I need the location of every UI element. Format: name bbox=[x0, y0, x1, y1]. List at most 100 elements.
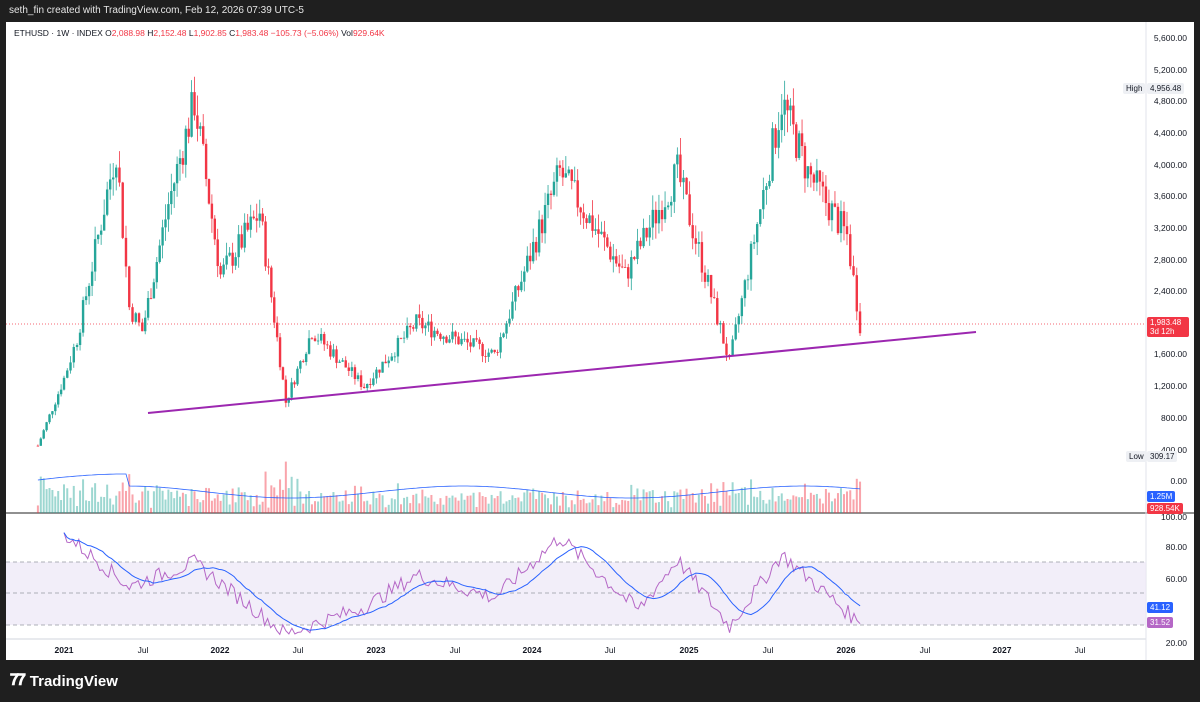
volume-bar bbox=[573, 504, 576, 513]
price-tick: 3,600.00 bbox=[1154, 191, 1187, 201]
candle-body bbox=[84, 296, 88, 301]
candle-body bbox=[755, 224, 759, 243]
candle-body bbox=[836, 206, 840, 234]
candle-body bbox=[540, 219, 544, 234]
support-trendline[interactable] bbox=[147, 331, 977, 414]
candle-body bbox=[81, 300, 85, 333]
candle-body bbox=[51, 411, 54, 415]
volume-bar bbox=[152, 491, 155, 513]
price-chart-svg[interactable]: 5,600.00 5,200.00 4,800.00 4,400.00 4,00… bbox=[6, 22, 1194, 660]
candle-body bbox=[765, 186, 768, 191]
volume-bar bbox=[558, 505, 561, 513]
volume-bar bbox=[255, 494, 258, 513]
volume-bar bbox=[97, 501, 100, 513]
candle-body bbox=[421, 317, 424, 329]
candle-body bbox=[344, 360, 347, 368]
volume-bar bbox=[759, 490, 762, 513]
candle-body bbox=[270, 267, 273, 298]
volume-bar bbox=[517, 497, 520, 513]
candle-body bbox=[275, 322, 279, 338]
volume-bar bbox=[618, 504, 621, 513]
candle-body bbox=[532, 241, 535, 262]
candle-body bbox=[749, 243, 753, 280]
bar-countdown: 3d 12h bbox=[1150, 327, 1175, 336]
volume-bar bbox=[360, 486, 363, 513]
volume-bar bbox=[538, 491, 541, 513]
volume-bar bbox=[445, 495, 448, 513]
volume-bar bbox=[424, 496, 427, 513]
volume-bar bbox=[676, 492, 679, 513]
candle-body bbox=[552, 181, 556, 195]
volume-bar bbox=[100, 496, 103, 513]
volume-bar bbox=[457, 500, 460, 513]
candle-body bbox=[685, 177, 688, 195]
volume-bar bbox=[290, 476, 293, 513]
candle-body bbox=[703, 272, 707, 282]
candle-body bbox=[59, 389, 63, 395]
volume-bar bbox=[187, 506, 190, 513]
volume-bar bbox=[118, 491, 121, 513]
volume-bar bbox=[270, 485, 273, 513]
candle-body bbox=[457, 336, 460, 345]
candle-body bbox=[472, 338, 475, 347]
volume-bar bbox=[341, 500, 344, 513]
candle-body bbox=[341, 360, 344, 362]
chart-area[interactable]: 5,600.00 5,200.00 4,800.00 4,400.00 4,00… bbox=[6, 22, 1194, 660]
volume-bar bbox=[792, 495, 795, 513]
volume-bar bbox=[69, 497, 72, 513]
volume-bar bbox=[305, 494, 308, 513]
candle-body bbox=[415, 314, 418, 329]
volume-bar bbox=[651, 490, 654, 513]
candle-body bbox=[105, 189, 109, 215]
candle-body bbox=[688, 194, 691, 226]
volume-bar bbox=[403, 497, 406, 513]
candle-body bbox=[313, 338, 317, 341]
volume-bar bbox=[526, 490, 529, 513]
candle-body bbox=[36, 445, 40, 447]
volume-bar bbox=[743, 487, 746, 513]
candle-body bbox=[502, 333, 505, 338]
tradingview-brand[interactable]: 𝟕𝟕 TradingView bbox=[10, 672, 118, 690]
volume-bar bbox=[393, 499, 396, 513]
time-tick: 2023 bbox=[367, 645, 386, 655]
candle-body bbox=[618, 263, 621, 267]
candle-body bbox=[561, 167, 565, 178]
volume-bar bbox=[710, 483, 713, 513]
volume-bar bbox=[344, 490, 347, 513]
volume-bar bbox=[830, 501, 833, 513]
candle-body bbox=[858, 311, 862, 334]
volume-bar bbox=[357, 493, 360, 513]
chart-caption: seth_fin created with TradingView.com, F… bbox=[9, 5, 304, 16]
candle-body bbox=[296, 368, 299, 385]
candle-body bbox=[102, 214, 106, 231]
volume-bar bbox=[276, 495, 279, 513]
candle-body bbox=[281, 367, 285, 380]
volume-bar bbox=[173, 498, 176, 513]
candle-body bbox=[517, 286, 520, 291]
volume-bar bbox=[707, 503, 710, 513]
candle-body bbox=[137, 313, 141, 323]
candle-body bbox=[75, 344, 79, 348]
time-tick: Jul bbox=[763, 645, 774, 655]
volume-bar bbox=[396, 483, 399, 513]
candle-body bbox=[564, 173, 568, 178]
candle-body bbox=[187, 128, 190, 137]
candle-body bbox=[213, 218, 216, 240]
volume-bar bbox=[82, 479, 85, 513]
rsi-ma-tag: 41.12 bbox=[1147, 602, 1174, 613]
candle-body bbox=[255, 218, 258, 221]
price-tick: 2,400.00 bbox=[1154, 286, 1187, 296]
volume-bar bbox=[243, 492, 246, 513]
volume-bar bbox=[478, 492, 481, 513]
candle-body bbox=[496, 352, 499, 353]
candle-body bbox=[323, 334, 326, 345]
candle-body bbox=[430, 321, 433, 338]
candle-body bbox=[752, 242, 756, 244]
candle-body bbox=[326, 344, 329, 346]
candle-body bbox=[69, 362, 72, 371]
volume-bar bbox=[639, 500, 642, 513]
volume-bar bbox=[225, 490, 228, 513]
candle-body bbox=[399, 337, 403, 339]
candle-body bbox=[108, 179, 112, 190]
candle-body bbox=[743, 280, 747, 299]
